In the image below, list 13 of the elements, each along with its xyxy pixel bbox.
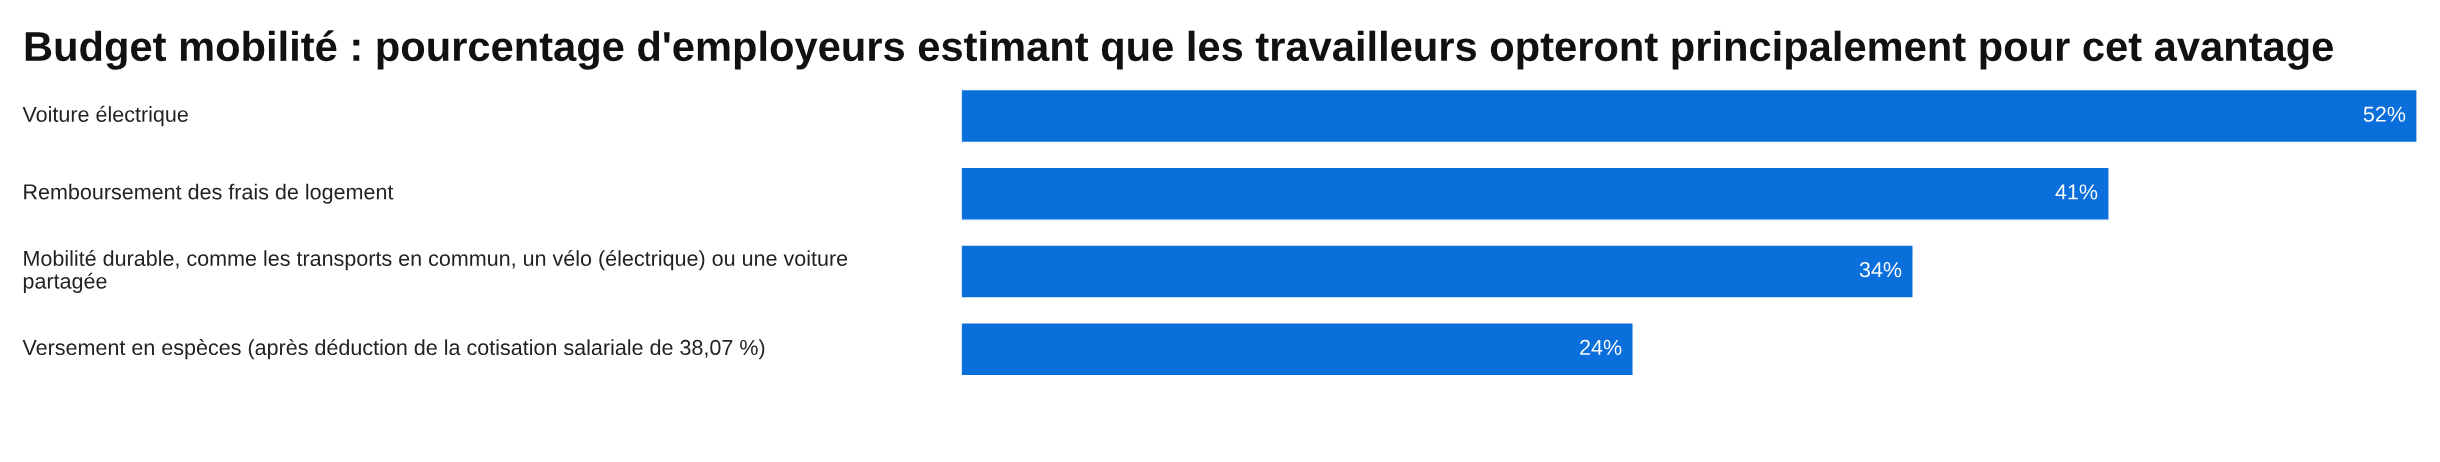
bar bbox=[961, 88, 2418, 144]
chart-title: Budget mobilité : pourcentage d'employeurs estimant que les travailleurs opteront principalement pour cet avantage bbox=[25, 30, 2333, 70]
data-label: 24% bbox=[1580, 339, 1622, 355]
bar bbox=[961, 322, 1634, 377]
y-tick-label: Mobilité durable, comme les transports en commun, un vélo (électrique) ou une voiture partagée bbox=[23, 249, 848, 293]
y-tick-label: Remboursement des frais de logement bbox=[24, 183, 394, 204]
data-label: 34% bbox=[1859, 262, 1902, 278]
data-label: 52% bbox=[2363, 106, 2406, 122]
data-label: 41% bbox=[2055, 184, 2098, 200]
bar bbox=[961, 166, 2110, 221]
y-tick-label: Voiture électrique bbox=[22, 105, 188, 127]
y-tick-label: Versement en espèces (après déduction de la cotisation salariale de 38,07 %) bbox=[22, 339, 765, 360]
bar bbox=[961, 244, 1914, 299]
